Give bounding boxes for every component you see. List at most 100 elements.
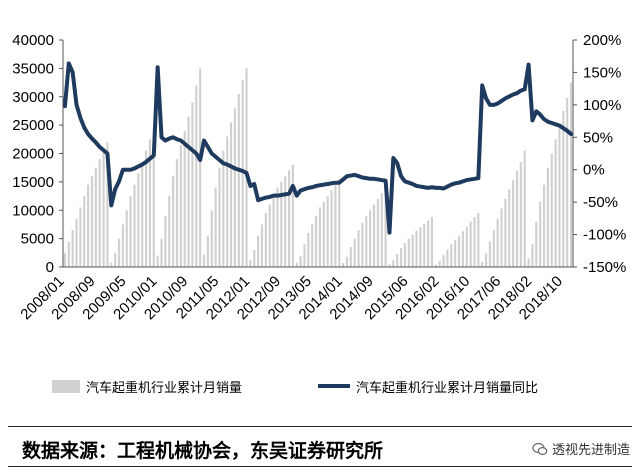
legend: 汽车起重机行业累计月销量 汽车起重机行业累计月销量同比 (52, 380, 538, 396)
source-note: 数据来源：工程机械协会，东吴证券研究所 (22, 440, 384, 462)
bar (229, 122, 233, 267)
bar (214, 187, 217, 267)
bar (558, 125, 561, 268)
bar (314, 215, 318, 267)
bar (83, 196, 86, 267)
bar (427, 220, 430, 267)
y-left-tick-label: 25000 (12, 117, 54, 134)
bar (291, 164, 294, 267)
bar (63, 252, 67, 267)
bar (554, 139, 557, 267)
y-axis-right-ticks: 200% 150% 100% 50% 0% -50% -100% -150% (573, 32, 626, 276)
bar (392, 260, 395, 267)
bar (183, 130, 186, 267)
legend-label-bar: 汽车起重机行业累计月销量 (86, 380, 242, 396)
bar (272, 196, 275, 267)
bar (175, 159, 179, 267)
bar (172, 176, 175, 267)
bar (492, 230, 495, 267)
bar (311, 224, 314, 267)
bar (399, 248, 403, 267)
bar (210, 210, 213, 267)
bar (114, 252, 117, 267)
bar (407, 238, 410, 268)
bar (512, 180, 515, 267)
y-right-tick-label: 0% (583, 162, 605, 179)
bar (110, 262, 113, 267)
bar (245, 68, 248, 268)
bar (481, 261, 484, 267)
bar (527, 258, 530, 267)
bar (504, 198, 507, 267)
bar (562, 110, 565, 267)
bar (415, 230, 418, 267)
bar (473, 217, 476, 267)
bar (465, 226, 468, 267)
bar (457, 235, 461, 267)
bar (164, 215, 167, 267)
bar (206, 235, 209, 267)
bar (276, 187, 279, 267)
bar (106, 142, 109, 267)
y-right-tick-label: -100% (583, 227, 626, 244)
bar (90, 176, 94, 267)
bar (539, 201, 542, 267)
bar (117, 238, 121, 268)
bar (202, 254, 206, 267)
bar (369, 210, 372, 267)
bar (438, 260, 441, 267)
bar (303, 244, 306, 267)
y-right-tick-label: 200% (583, 32, 621, 49)
divider-top (8, 426, 632, 427)
bar (94, 167, 97, 267)
bar (187, 116, 190, 267)
y-right-tick-label: 150% (583, 64, 621, 81)
bar (280, 181, 283, 268)
axes (62, 40, 574, 268)
line-series (62, 61, 574, 235)
bar (226, 136, 229, 267)
bar (376, 198, 379, 267)
bar (396, 253, 399, 267)
bar (322, 201, 325, 267)
bar (454, 239, 457, 267)
bar (515, 170, 519, 267)
y-left-tick-label: 0 (46, 259, 54, 276)
y-left-tick-label: 40000 (12, 32, 54, 49)
bar (241, 79, 244, 267)
y-left-tick-label: 30000 (12, 89, 54, 106)
bar (384, 190, 387, 267)
bar (388, 264, 391, 267)
bar (133, 184, 136, 267)
bar (148, 139, 152, 267)
bar (199, 68, 202, 268)
y-left-tick-label: 20000 (12, 146, 54, 163)
bar (191, 102, 194, 268)
bar (299, 255, 302, 267)
source-row: 数据来源：工程机械协会，东吴证券研究所 透视先进制造 (0, 425, 640, 475)
bar (260, 224, 264, 267)
y-left-tick-label: 35000 (12, 60, 54, 77)
bar (419, 227, 422, 267)
bar (87, 184, 90, 267)
bar (264, 213, 267, 267)
bar (523, 150, 526, 267)
bar (450, 244, 453, 267)
bar (98, 159, 101, 267)
bar (357, 230, 360, 267)
bar (461, 231, 464, 267)
bar (156, 255, 159, 267)
bar (144, 150, 148, 267)
bar (168, 196, 171, 267)
bar (469, 221, 472, 267)
bar (550, 153, 553, 267)
y-axis-left-ticks: 40000 35000 30000 25000 20000 15000 10000 5000 0 (12, 32, 63, 276)
watermark-text: 透视先进制造 (551, 443, 630, 458)
y-right-tick-label: 50% (583, 129, 613, 146)
x-axis-ticks: 2008/012008/092009/052010/012010/092011/… (17, 273, 566, 323)
y-right-tick-label: 100% (583, 97, 621, 114)
bar (237, 93, 240, 267)
wechat-icon (532, 442, 548, 455)
watermark: 透视先进制造 (532, 439, 630, 458)
bar (519, 162, 522, 267)
